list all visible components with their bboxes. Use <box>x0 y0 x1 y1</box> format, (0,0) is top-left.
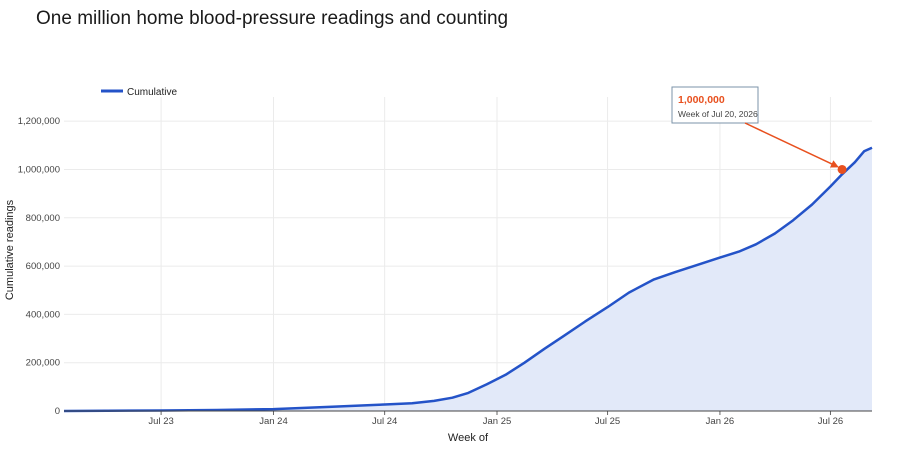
annotation-date: Week of Jul 20, 2026 <box>678 109 758 119</box>
y-tick-label: 1,200,000 <box>18 116 60 127</box>
x-axis-label: Week of <box>448 432 489 444</box>
y-tick-label: 200,000 <box>26 358 60 369</box>
x-tick-label: Jul 24 <box>372 416 397 427</box>
y-tick-label: 600,000 <box>26 261 60 272</box>
annotation-marker <box>837 164 847 174</box>
x-tick-label: Jul 23 <box>148 416 173 427</box>
x-tick-label: Jul 26 <box>818 416 843 427</box>
y-tick-label: 0 <box>55 406 60 417</box>
area-layer <box>63 146 873 413</box>
x-tick-label: Jan 26 <box>706 416 735 427</box>
annotation-arrow <box>744 122 839 168</box>
y-tick-label: 800,000 <box>26 213 60 224</box>
legend-label-cumulative: Cumulative <box>127 87 177 98</box>
y-axis-label: Cumulative readings <box>4 199 16 300</box>
annotation-box <box>671 86 759 124</box>
y-tick-label: 400,000 <box>26 309 60 320</box>
series-line-cumulative <box>63 146 873 413</box>
x-tick-label: Jan 24 <box>259 416 288 427</box>
chart-title: One million home blood-pressure readings… <box>36 8 509 29</box>
axes: 0 200,000 400,000 600,000 800,000 1,000,000 1,… <box>18 116 872 427</box>
series-area-cumulative <box>64 147 872 411</box>
legend: Cumulative <box>101 87 177 98</box>
annotation-value: 1,000,000 <box>678 94 725 106</box>
x-tick-label: Jan 25 <box>483 416 512 427</box>
x-tick-label: Jul 25 <box>595 416 620 427</box>
y-tick-label: 1,000,000 <box>18 164 60 175</box>
annotation: 1,000,000 Week of Jul 20, 2026 <box>671 86 847 174</box>
